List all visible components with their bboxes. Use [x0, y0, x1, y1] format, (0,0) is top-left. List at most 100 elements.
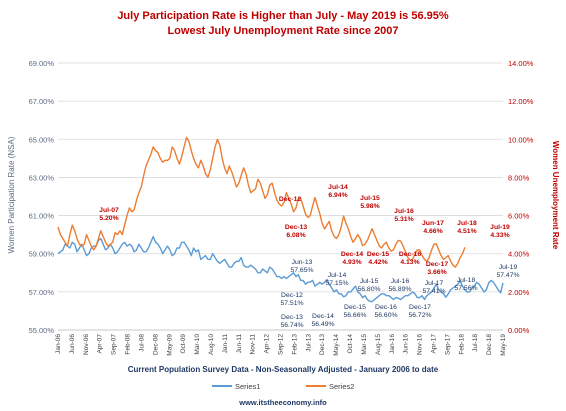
x-tick-label: Aug-10 — [208, 334, 215, 355]
chart-title: July Participation Rate is Higher than J… — [117, 10, 449, 22]
annotation-label: Jul-19 — [490, 224, 510, 231]
annotation-value: 56.89% — [388, 286, 411, 293]
x-axis: Jan-06 Jun-06 Nov-06 Apr-07 Sep-07 Feb-08 Jul-… — [55, 329, 507, 356]
annotation-dec-15-series2: Dec-154.42% — [367, 251, 390, 266]
x-tick-label: Mar-10 — [194, 334, 201, 355]
annotation-value: 56.60% — [374, 312, 397, 319]
right-tick-label: 0.00% — [508, 326, 530, 335]
annotation-value: 4.93% — [342, 259, 361, 266]
annotation-value: 4.66% — [423, 228, 442, 235]
annotation-dec-16-series2: Dec-164.13% — [399, 251, 422, 266]
annotation-value: 3.66% — [427, 269, 446, 276]
x-tick-label: Oct-09 — [180, 334, 187, 354]
annotation-label: Dec-12 — [279, 196, 302, 203]
annotation-value: 57.65% — [290, 267, 313, 274]
x-tick-label: Apr-17 — [430, 334, 437, 354]
right-tick-label: 14.00% — [508, 59, 534, 68]
legend-series1-label: Series1 — [235, 382, 260, 391]
x-tick-label: Mar-15 — [361, 334, 368, 355]
x-tick-label: Feb-13 — [291, 334, 298, 355]
right-tick-label: 12.00% — [508, 97, 534, 106]
annotation-label: Jul-16 — [394, 208, 414, 215]
annotation-label: Dec-15 — [367, 251, 390, 258]
x-tick-label: Jun-16 — [403, 334, 410, 354]
left-tick-label: 59.00% — [29, 250, 55, 259]
annotation-label: Jul-15 — [360, 195, 380, 202]
right-tick-label: 8.00% — [508, 173, 530, 182]
series-line-series1 — [57, 235, 504, 303]
x-tick-label: Jul-18 — [472, 334, 479, 352]
right-tick-label: 6.00% — [508, 212, 530, 221]
annotation-jul-15-series2: Jul-155.98% — [360, 195, 380, 210]
annotation-value: 4.33% — [490, 232, 509, 239]
annotation-label: Dec-16 — [375, 304, 397, 311]
annotation-value: 4.42% — [368, 259, 387, 266]
x-tick-label: Dec-13 — [319, 334, 326, 355]
annotation-label: Dec-17 — [426, 261, 449, 268]
right-tick-label: 2.00% — [508, 288, 530, 297]
annotation-value: 57.51% — [280, 300, 303, 307]
x-axis-label: Current Population Survey Data - Non-Sea… — [128, 365, 439, 374]
x-tick-label: Jan-11 — [222, 334, 229, 354]
annotation-label: Dec-12 — [281, 292, 303, 299]
x-tick-label: Nov-06 — [83, 334, 90, 355]
x-tick-label: Nov-11 — [250, 334, 257, 355]
annotation-dec-17-series2: Dec-173.66% — [426, 261, 449, 276]
legend: Series1 Series2 — [212, 382, 354, 391]
x-tick-label: Nov-16 — [417, 334, 424, 355]
x-tick-label: Jan-06 — [55, 334, 62, 354]
right-tick-label: 4.00% — [508, 250, 530, 259]
annotation-label: Dec-14 — [312, 313, 334, 320]
annotation-label: Jun-13 — [292, 259, 313, 266]
annotation-label: Dec-14 — [341, 251, 364, 258]
x-tick-label: Sep-12 — [278, 334, 285, 355]
annotation-label: Dec-13 — [281, 314, 303, 321]
left-tick-label: 61.00% — [29, 212, 55, 221]
annotation-label: Dec-17 — [409, 304, 431, 311]
annotation-value: 57.56% — [454, 285, 477, 292]
annotation-label: Jul-16 — [391, 278, 410, 285]
annotation-value: 6.94% — [328, 192, 347, 199]
annotation-dec-12-series2: Dec-12 — [279, 196, 302, 203]
annotation-value: 56.80% — [357, 286, 380, 293]
left-tick-label: 69.00% — [29, 59, 55, 68]
annotation-label: Jul-19 — [499, 264, 518, 271]
annotation-value: 4.51% — [457, 228, 476, 235]
x-tick-label: Jul-13 — [305, 334, 312, 352]
y-axis-right-label: Women Unemployment Rate — [551, 141, 560, 250]
annotation-dec-14-series2: Dec-144.93% — [341, 251, 364, 266]
annotation-value: 56.49% — [311, 321, 334, 328]
x-tick-label: Sep-07 — [111, 334, 118, 355]
x-tick-label: Jan-16 — [389, 334, 396, 354]
annotation-label: Jul-18 — [457, 220, 477, 227]
x-tick-label: Jul-08 — [138, 334, 145, 352]
source-note: www.itstheeconomy.info — [238, 398, 327, 407]
x-tick-label: Feb-08 — [125, 334, 132, 355]
annotation-label: Jul-14 — [328, 272, 347, 279]
x-tick-label: Oct-14 — [347, 334, 354, 354]
x-tick-label: May-09 — [166, 334, 173, 356]
annotation-label: Jul-15 — [360, 278, 379, 285]
annotation-value: 5.20% — [99, 215, 118, 222]
x-tick-label: Aug-15 — [375, 334, 382, 355]
left-tick-label: 65.00% — [29, 135, 55, 144]
x-tick-label: Apr-07 — [97, 334, 104, 354]
x-tick-label: Apr-12 — [264, 334, 271, 354]
left-tick-label: 57.00% — [29, 288, 55, 297]
left-tick-label: 67.00% — [29, 97, 55, 106]
annotation-dec-13-series2: Dec-136.08% — [285, 224, 308, 239]
annotation-label: Dec-13 — [285, 224, 308, 231]
left-tick-label: 63.00% — [29, 173, 55, 182]
annotation-label: Jun-17 — [422, 220, 444, 227]
